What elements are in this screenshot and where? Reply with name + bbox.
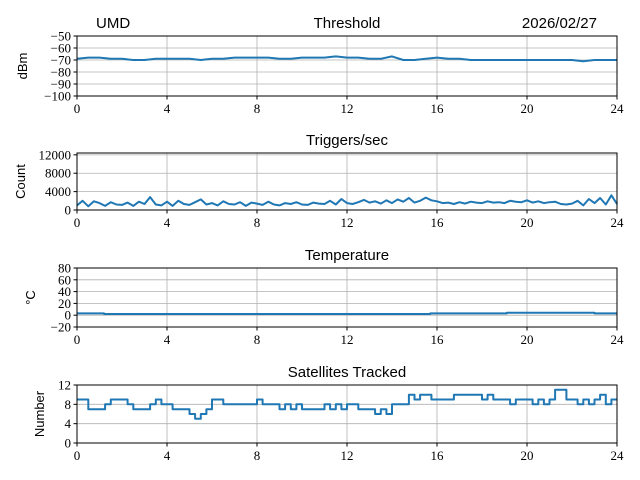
subplot-title: Threshold (314, 15, 381, 32)
x-tick-label: 4 (164, 332, 171, 347)
y-axis-label: dBm (15, 53, 30, 80)
y-tick-label: −70 (51, 53, 71, 68)
y-tick-label: 0 (65, 436, 72, 451)
series-line (77, 311, 617, 315)
date-label: 2026/02/27 (522, 15, 597, 32)
y-tick-label: 80 (58, 261, 71, 276)
subplot-title: Satellites Tracked (288, 364, 406, 381)
x-tick-label: 0 (74, 101, 81, 116)
series-line (77, 388, 617, 420)
x-tick-label: 12 (341, 101, 354, 116)
series-line (76, 194, 618, 208)
y-tick-label: 20 (58, 296, 71, 311)
y-tick-label: 60 (58, 272, 71, 287)
x-tick-label: 20 (521, 101, 534, 116)
y-tick-label: −60 (51, 41, 71, 56)
x-tick-label: 8 (254, 448, 261, 463)
x-tick-label: 8 (254, 332, 261, 347)
y-tick-label: 12000 (39, 147, 72, 162)
y-tick-label: 8 (65, 397, 72, 412)
x-tick-label: 24 (611, 215, 625, 230)
x-tick-label: 4 (164, 215, 171, 230)
y-tick-label: −50 (51, 29, 71, 44)
y-tick-label: 4 (65, 416, 72, 431)
x-tick-label: 0 (74, 448, 81, 463)
y-tick-label: 8000 (45, 166, 71, 181)
y-tick-label: −90 (51, 77, 71, 92)
y-tick-label: −20 (51, 320, 71, 335)
x-tick-label: 12 (341, 332, 354, 347)
x-tick-label: 8 (254, 215, 261, 230)
y-tick-label: 12 (58, 378, 71, 393)
x-tick-label: 24 (611, 101, 625, 116)
x-tick-label: 4 (164, 101, 171, 116)
x-tick-label: 4 (164, 448, 171, 463)
y-tick-label: 4000 (45, 184, 71, 199)
x-tick-label: 24 (611, 332, 625, 347)
x-tick-label: 0 (74, 215, 81, 230)
y-tick-label: −80 (51, 65, 71, 80)
subplot-1: 0 4 8 12 16 20 24 −100−90−80−70−60−50 Threshold d… (15, 15, 624, 116)
y-tick-label: 40 (58, 284, 71, 299)
x-tick-label: 16 (431, 332, 445, 347)
x-tick-label: 20 (521, 448, 534, 463)
x-tick-label: 20 (521, 332, 534, 347)
y-axis-label: Number (32, 390, 47, 437)
y-tick-label: 0 (65, 308, 72, 323)
y-axis-label: Count (13, 164, 28, 199)
x-tick-label: 16 (431, 448, 445, 463)
subplot-4: 0 4 8 12 16 20 24 0 4 8 12 Satellites Tracked Number (32, 364, 624, 463)
x-tick-label: 16 (431, 215, 445, 230)
y-tick-label: −100 (44, 89, 71, 104)
subplot-title: Temperature (305, 247, 389, 264)
x-tick-label: 12 (341, 215, 354, 230)
y-tick-label: 0 (65, 203, 72, 218)
subplot-2: 0 4 8 12 16 20 24 0 4000 8000 12000 Triggers/sec Cou… (13, 132, 624, 230)
x-tick-label: 24 (611, 448, 625, 463)
x-tick-label: 20 (521, 215, 534, 230)
subplot-title: Triggers/sec (306, 132, 388, 149)
y-axis-label: °C (23, 290, 38, 305)
series-line (76, 55, 617, 63)
x-tick-label: 16 (431, 101, 445, 116)
x-tick-label: 0 (74, 332, 81, 347)
site-label: UMD (96, 15, 130, 32)
x-tick-label: 8 (254, 101, 261, 116)
x-tick-label: 12 (341, 448, 354, 463)
